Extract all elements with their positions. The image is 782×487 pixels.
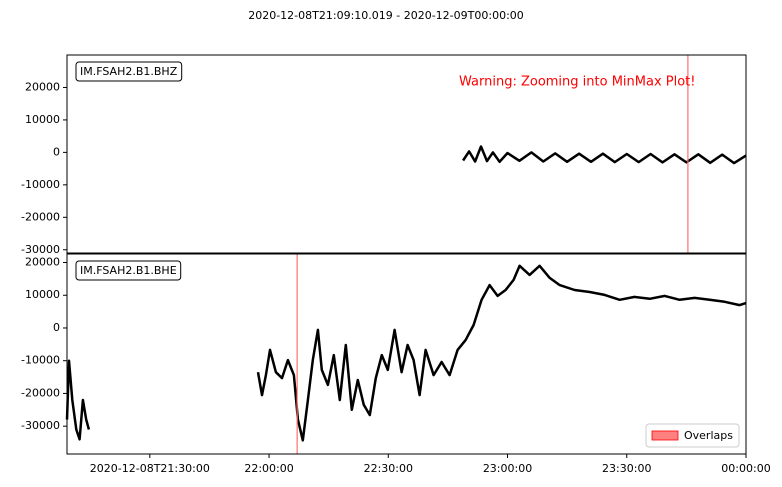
trace-label-box	[75, 61, 183, 82]
trace-label: IM.FSAH2.B1.BHE	[80, 264, 177, 277]
legend-patch	[651, 430, 679, 441]
y-tick-label: -20000	[21, 386, 60, 399]
y-tick-label: 20000	[25, 256, 60, 269]
legend-box	[645, 423, 740, 448]
y-tick-label: 0	[53, 145, 60, 158]
y-tick-label: -30000	[21, 419, 60, 432]
y-tick-label: -20000	[21, 210, 60, 223]
trace-label: IM.FSAH2.B1.BHZ	[80, 65, 178, 78]
y-tick-label: 10000	[25, 113, 60, 126]
y-tick-label: -10000	[21, 354, 60, 367]
x-tick-label: 2020-12-08T21:30:00	[90, 462, 210, 475]
x-tick-label: 22:30:00	[364, 462, 413, 475]
x-tick-label: 23:30:00	[602, 462, 651, 475]
y-tick-label: -10000	[21, 178, 60, 191]
trace-label-box	[75, 260, 182, 281]
y-tick-label: 20000	[25, 80, 60, 93]
y-tick-label: 0	[53, 321, 60, 334]
warning-annotation: Warning: Zooming into MinMax Plot!	[459, 75, 696, 90]
x-tick-label: 22:00:00	[244, 462, 293, 475]
chart-title: 2020-12-08T21:09:10.019 - 2020-12-09T00:…	[248, 9, 524, 22]
legend-label: Overlaps	[684, 429, 733, 442]
axes-frame	[66, 253, 747, 455]
y-tick-label: 10000	[25, 288, 60, 301]
waveform	[65, 264, 747, 442]
y-tick-label: -30000	[21, 243, 60, 256]
x-tick-label: 23:00:00	[483, 462, 532, 475]
axes-frame	[66, 54, 747, 254]
waveform	[462, 145, 747, 165]
x-tick-label: 00:00:00	[721, 462, 770, 475]
